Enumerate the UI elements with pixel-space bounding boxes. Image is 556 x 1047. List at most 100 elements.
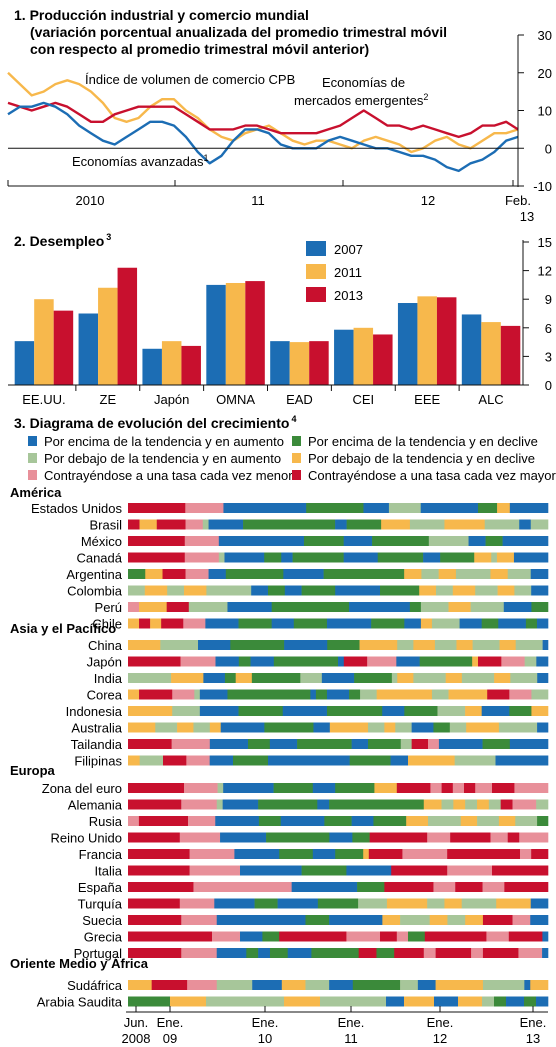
panel-3-x-label-bottom: 12 xyxy=(433,1031,447,1046)
heat-segment-BD xyxy=(429,915,448,925)
heat-segment-BA xyxy=(488,799,501,810)
country-label: Perú xyxy=(95,600,122,615)
heat-segment-CX xyxy=(139,689,173,700)
legend-swatch-2007 xyxy=(306,241,326,256)
heat-segment-AA xyxy=(386,996,405,1007)
heat-segment-AA xyxy=(208,569,227,579)
heat-segment-AD xyxy=(264,552,282,563)
heat-segment-BD xyxy=(128,980,152,990)
panel-2-y-tick-label: 6 xyxy=(545,321,552,336)
heat-segment-AA xyxy=(542,640,549,650)
heat-segment-AA xyxy=(495,755,549,766)
heat-segment-CM xyxy=(193,882,292,892)
heat-segment-BA xyxy=(455,569,491,579)
legend-swatch-AA xyxy=(28,436,37,446)
heat-segment-AD xyxy=(335,849,364,859)
heat-segment-BD xyxy=(497,503,511,513)
panel-2-category-label: EEE xyxy=(414,392,440,407)
heat-segment-AA xyxy=(312,849,336,859)
heat-segment-CX xyxy=(411,739,429,749)
panel-1-y-tick-label: 20 xyxy=(538,66,552,81)
heat-segment-CM xyxy=(482,882,505,892)
panel-3-x-label-top: Ene. xyxy=(252,1015,279,1030)
heat-segment-AD xyxy=(224,673,236,683)
heat-segment-AA xyxy=(250,656,275,667)
heat-segment-AA xyxy=(343,552,379,563)
panel-3-title: 3. Diagrama de evolución del crecimiento… xyxy=(14,414,296,431)
heat-segment-AA xyxy=(234,849,280,859)
heat-segment-AA xyxy=(417,980,436,990)
bar-ALC-2007 xyxy=(461,314,482,385)
region-label: América xyxy=(10,485,62,500)
heat-segment-AD xyxy=(537,816,549,826)
heat-segment-AD xyxy=(233,755,269,766)
panel-3-legend: Por encima de la tendencia y en aumento P… xyxy=(28,434,556,483)
heat-segment-CX xyxy=(482,948,519,958)
panel-2-category-label: OMNA xyxy=(216,392,255,407)
heat-segment-BD xyxy=(448,602,471,612)
heat-segment-CM xyxy=(486,931,510,942)
heat-segment-BA xyxy=(428,816,462,826)
panel-1-y-tick-label: 10 xyxy=(538,104,552,119)
heat-segment-CX xyxy=(492,865,549,876)
heat-segment-BA xyxy=(498,722,538,733)
country-label: India xyxy=(94,671,123,686)
panel-3-x-label-bottom: 2008 xyxy=(122,1031,151,1046)
panel-2-category-label: Japón xyxy=(154,392,189,407)
heat-segment-BA xyxy=(477,816,500,826)
heat-segment-CX xyxy=(500,799,513,810)
heat-segment-BD xyxy=(496,898,532,909)
heat-segment-AA xyxy=(536,618,549,629)
country-label: Italia xyxy=(95,864,123,879)
bar-EE.UU.-2011 xyxy=(34,299,54,385)
heat-segment-AD xyxy=(440,552,475,563)
heat-segment-AD xyxy=(433,722,451,733)
heat-segment-AA xyxy=(209,739,249,749)
heat-segment-CX xyxy=(128,948,182,958)
heat-segment-CX xyxy=(128,503,186,513)
heat-segment-CM xyxy=(181,799,218,810)
heat-segment-AA xyxy=(346,865,392,876)
heat-segment-AA xyxy=(536,996,549,1007)
country-label: Tailandia xyxy=(71,737,123,752)
country-label: Filipinas xyxy=(74,754,122,769)
heat-segment-BA xyxy=(368,722,385,733)
heat-segment-CM xyxy=(171,739,211,749)
heat-segment-CM xyxy=(346,931,381,942)
heat-segment-BA xyxy=(454,755,496,766)
heat-segment-BA xyxy=(409,519,445,530)
heat-segment-AA xyxy=(317,799,330,810)
x-label-12: 12 xyxy=(421,193,435,208)
heat-segment-BA xyxy=(217,783,224,793)
panel-1-line-chart: 1. Producción industrial y comercio mund… xyxy=(7,7,552,224)
heat-segment-AD xyxy=(478,503,498,513)
heat-segment-AD xyxy=(531,602,549,612)
label-cpb-trade-index: Índice de volumen de comercio CPB xyxy=(85,72,295,87)
heat-segment-AA xyxy=(220,832,267,843)
heat-segment-CM xyxy=(423,948,436,958)
heat-segment-AD xyxy=(251,673,301,683)
heat-segment-AA xyxy=(214,898,255,909)
heat-segment-BD xyxy=(128,706,173,716)
heat-segment-AD xyxy=(324,816,352,826)
heat-segment-AA xyxy=(468,536,486,546)
heat-segment-CM xyxy=(189,865,241,876)
heat-segment-AD xyxy=(315,689,328,700)
heat-segment-AD xyxy=(494,996,507,1007)
legend-label-CM: Contrayéndose a una tasa cada vez menor xyxy=(44,468,293,483)
heat-segment-BD xyxy=(381,519,411,530)
heat-segment-AA xyxy=(240,865,302,876)
heat-segment-AA xyxy=(382,706,405,716)
heat-segment-BA xyxy=(447,915,466,925)
heat-segment-BD xyxy=(128,640,161,650)
bar-CEI-2011 xyxy=(353,327,374,385)
heat-segment-AA xyxy=(227,602,272,612)
heat-segment-AD xyxy=(258,799,318,810)
heat-segment-BD xyxy=(386,898,428,909)
panel-2-y-tick-label: 12 xyxy=(538,264,552,279)
country-label: Reino Unido xyxy=(50,831,122,846)
heat-segment-CX xyxy=(166,602,190,612)
heat-segment-AD xyxy=(371,618,405,629)
legend-label-AA: Por encima de la tendencia y en aumento xyxy=(44,434,284,449)
